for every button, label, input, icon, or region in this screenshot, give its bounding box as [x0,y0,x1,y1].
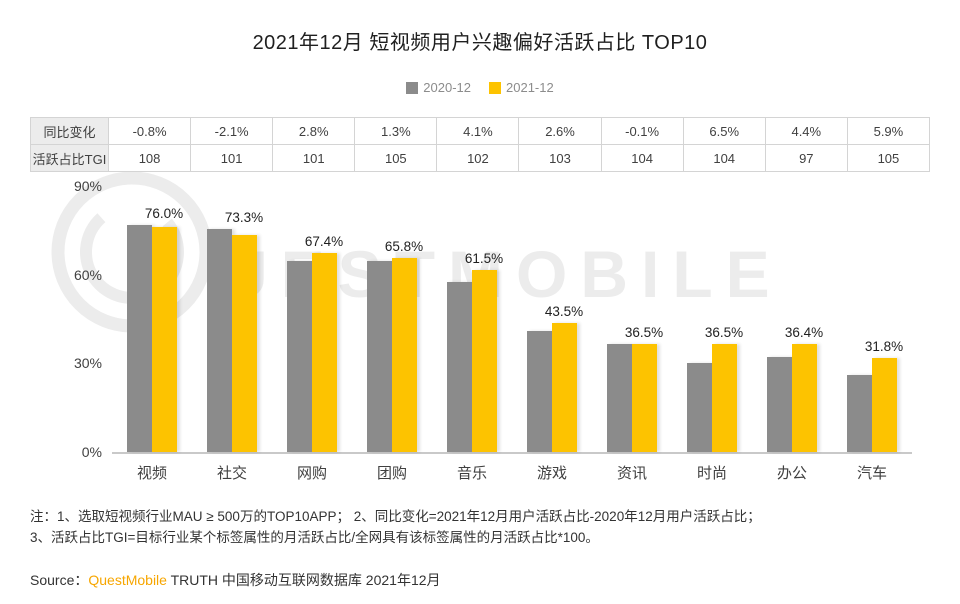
bar-value-label: 67.4% [304,233,344,249]
chart-title: 2021年12月 短视频用户兴趣偏好活跃占比 TOP10 [252,32,708,54]
bar-value-label: 73.3% [224,210,264,226]
bar-2021-12 [392,257,417,452]
category-label: 视频 [136,465,167,482]
table-row: 活跃占比TGI 108 101 101 105 102 103 104 104 97 105 [30,144,931,172]
source-line: Source：QuestMobile TRUTH 中国移动互联网数据库 2021… [30,570,441,590]
category-label: 资讯 [616,465,647,482]
bar-2021-12 [232,235,257,452]
bar-group: 65.8% 团购 [352,186,432,482]
category-label: 时尚 [696,465,727,482]
table-cell: 4.4% [764,117,848,145]
table-row-header: 同比变化 [30,117,109,145]
bar-2020-12 [527,331,552,452]
plot-area: 76.0% 视频 73.3% 社交 67.4% 网购 65.8% 团购 61.5% 音乐 43.5%… [112,186,912,482]
bar-2021-12 [312,252,337,452]
legend-label-2021: 2021-12 [506,80,554,95]
bar-group: 36.5% 资讯 [592,186,672,482]
table-cell: 105 [846,144,931,172]
y-axis-tick: 60% [73,266,102,283]
table-row: 同比变化 -0.8% -2.1% 2.8% 1.3% 4.1% 2.6% -0.1% 6.5% 4… [30,117,931,145]
legend-swatch-2020-icon [406,81,419,94]
bar-2021-12 [552,323,577,452]
legend: 2020-12 2021-12 [0,80,960,95]
bar-2020-12 [607,343,632,452]
table-row-header: 活跃占比TGI [30,144,109,172]
category-label: 网购 [296,465,327,482]
legend-item-2020-12: 2020-12 [406,80,471,95]
category-label: 音乐 [456,465,487,482]
bar-2021-12 [872,358,897,452]
category-label: 游戏 [536,465,567,482]
table-cell: -0.1% [600,117,684,145]
category-label: 汽车 [856,465,887,482]
bar-2021-12 [152,227,177,452]
source-suffix: TRUTH 中国移动互联网数据库 2021年12月 [166,572,441,588]
table-cell: 1.3% [354,117,438,145]
table-cell: 2.6% [518,117,602,145]
bar-group: 36.4% 办公 [752,186,832,482]
stats-table-body: 同比变化 -0.8% -2.1% 2.8% 1.3% 4.1% 2.6% -0.1% 6.5% 4… [30,117,931,172]
footnote-line-2: 3、活跃占比TGI=目标行业某个标签属性的月活跃占比/全网具有该标签属性的月活跃… [30,530,599,545]
source-brand: QuestMobile [88,572,167,588]
table-cell: 103 [518,144,602,172]
table-cell: 104 [600,144,684,172]
bar-group: 67.4% 网购 [272,186,352,482]
bar-2020-12 [367,261,392,452]
footnote-line-1: 注：1、选取短视频行业MAU ≥ 500万的TOP10APP； 2、同比变化=2… [30,509,761,524]
bar-value-label: 31.8% [864,339,904,355]
bar-2020-12 [847,375,872,452]
bar-2020-12 [127,225,152,452]
y-axis-tick: 30% [73,355,102,372]
bar-value-label: 43.5% [544,304,584,320]
table-cell: 104 [682,144,766,172]
bar-2020-12 [207,229,232,452]
table-cell: 108 [107,144,192,172]
legend-label-2020: 2020-12 [423,80,471,95]
legend-swatch-2021-icon [489,81,501,94]
bar-2021-12 [632,344,657,452]
bar-value-label: 36.4% [784,325,824,341]
category-label: 团购 [376,465,407,482]
table-cell: -2.1% [190,117,274,145]
bar-group: 36.5% 时尚 [672,186,752,482]
y-axis: 90% 60% 30% 0% [30,178,102,460]
table-cell: 6.5% [682,117,766,145]
bar-value-label: 36.5% [624,324,664,340]
bar-value-label: 61.5% [464,251,504,267]
table-cell: 4.1% [436,117,520,145]
footnotes: 注：1、选取短视频行业MAU ≥ 500万的TOP10APP； 2、同比变化=2… [30,506,935,548]
bar-value-label: 36.5% [704,325,744,341]
category-label: 社交 [216,465,247,482]
y-axis-tick: 0% [81,444,102,460]
table-cell: 101 [190,144,274,172]
bar-2020-12 [447,282,472,452]
stats-table: 同比变化 -0.8% -2.1% 2.8% 1.3% 4.1% 2.6% -0.1% 6.5% 4… [30,117,931,172]
source-prefix: Source： [30,572,89,588]
bar-2020-12 [287,261,312,452]
bar-group: 31.8% 汽车 [832,186,912,482]
bar-2020-12 [767,357,792,452]
table-cell: 101 [272,144,356,172]
table-cell: -0.8% [107,117,192,145]
bar-value-label: 76.0% [144,206,184,222]
table-cell: 102 [436,144,520,172]
legend-item-2021-12: 2021-12 [489,80,554,95]
bar-group: 76.0% 视频 [112,186,192,482]
bar-2021-12 [712,344,737,452]
bar-2021-12 [472,270,497,452]
bar-group: 43.5% 游戏 [512,186,592,482]
table-cell: 5.9% [846,117,931,145]
category-label: 办公 [776,465,807,482]
table-cell: 2.8% [272,117,356,145]
table-cell: 105 [354,144,438,172]
bar-2021-12 [792,344,817,452]
bar-group: 73.3% 社交 [192,186,272,482]
table-cell: 97 [764,144,848,172]
bar-value-label: 65.8% [384,238,424,254]
bar-group: 61.5% 音乐 [432,186,512,482]
y-axis-tick: 90% [73,178,102,194]
bar-2020-12 [687,363,712,452]
